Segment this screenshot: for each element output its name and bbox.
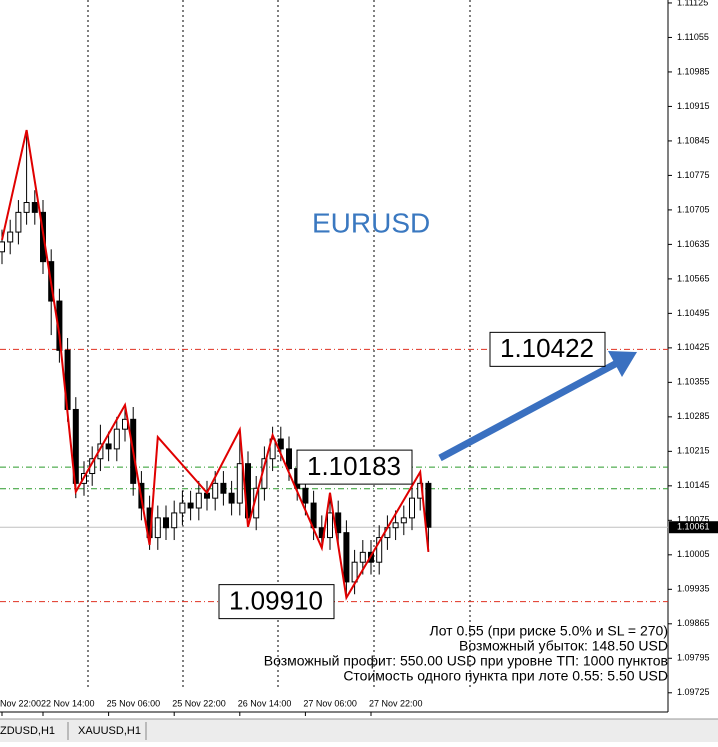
candle-body bbox=[187, 502, 194, 509]
candle-body bbox=[409, 497, 415, 519]
candle-body bbox=[343, 532, 350, 583]
candle-body bbox=[220, 482, 227, 494]
y-tick-label: 1.10705 bbox=[677, 204, 710, 214]
y-tick-label: 1.10915 bbox=[677, 101, 710, 111]
x-tick-label: 22 Nov 14:00 bbox=[41, 698, 95, 708]
candle-body bbox=[105, 443, 112, 450]
y-tick-label: 1.11125 bbox=[677, 0, 708, 7]
candle-body bbox=[15, 211, 22, 233]
candle-body bbox=[23, 202, 30, 213]
y-tick-label: 1.10775 bbox=[677, 170, 710, 180]
candle-body bbox=[31, 202, 38, 213]
info-line: Возможный убыток: 148.50 USD bbox=[459, 638, 668, 654]
x-tick-label: 27 Nov 22:00 bbox=[369, 698, 423, 708]
y-tick-label: 1.10845 bbox=[677, 135, 710, 145]
y-tick-label: 1.10495 bbox=[677, 308, 710, 318]
candle-body bbox=[277, 438, 284, 450]
time-grid bbox=[87, 0, 471, 690]
price-box-label: 1.10183 bbox=[307, 451, 401, 481]
x-tick-label: 27 Nov 06:00 bbox=[303, 698, 357, 708]
candle-body bbox=[400, 517, 407, 524]
candle-body bbox=[228, 492, 235, 504]
tab-bar bbox=[0, 719, 718, 742]
price-box bbox=[296, 449, 413, 485]
x-tick-label: 25 Nov 06:00 bbox=[107, 698, 161, 708]
symbol-tab[interactable]: XAUUSD,H1 bbox=[78, 725, 141, 737]
y-tick-label: 1.10985 bbox=[677, 66, 710, 76]
y-tick-label: 1.10285 bbox=[677, 411, 710, 421]
y-tick-label: 1.10145 bbox=[677, 480, 710, 490]
symbol-title: EURUSD bbox=[312, 207, 430, 238]
candle-body bbox=[163, 517, 169, 529]
candle-body bbox=[327, 512, 333, 539]
x-tick-label: Nov 22:00 bbox=[0, 698, 41, 708]
y-tick-label: 1.10215 bbox=[677, 446, 710, 456]
y-tick-label: 1.11055 bbox=[677, 32, 709, 42]
candle-body bbox=[154, 517, 161, 539]
y-tick-label: 1.10565 bbox=[677, 273, 710, 283]
x-tick-label: 25 Nov 22:00 bbox=[172, 698, 226, 708]
candle-body bbox=[286, 448, 292, 470]
price-box-label: 1.10422 bbox=[500, 333, 594, 363]
x-tick-label: 26 Nov 14:00 bbox=[238, 698, 292, 708]
candle-body bbox=[171, 512, 178, 529]
info-line: Возможный профит: 550.00 USD при уровне … bbox=[264, 653, 668, 669]
symbol-tab[interactable]: ZDUSD,H1 bbox=[0, 725, 55, 737]
arrow-shaft bbox=[438, 359, 619, 462]
price-box bbox=[489, 331, 606, 367]
y-tick-label: 1.10075 bbox=[677, 515, 710, 525]
candle-body bbox=[425, 482, 432, 528]
candle-body bbox=[0, 241, 5, 253]
zigzag-line bbox=[1, 129, 430, 601]
current-price-tag bbox=[669, 521, 718, 534]
y-tick-label: 1.09935 bbox=[677, 584, 710, 594]
candle-body bbox=[376, 537, 383, 563]
candle-body bbox=[122, 418, 128, 430]
y-tick-label: 1.10635 bbox=[677, 239, 710, 249]
y-tick-label: 1.09725 bbox=[677, 687, 710, 697]
price-box-label: 1.09910 bbox=[229, 586, 323, 616]
candle-body bbox=[7, 231, 14, 243]
candle-body bbox=[195, 492, 202, 509]
y-tick-label: 1.09865 bbox=[677, 618, 710, 628]
y-tick-label: 1.10425 bbox=[677, 342, 710, 352]
candle-body bbox=[113, 428, 120, 450]
arrow-head bbox=[608, 351, 637, 377]
candle-body bbox=[269, 438, 276, 460]
current-price-label: 1.10061 bbox=[677, 522, 710, 532]
candle-body bbox=[302, 487, 309, 504]
y-tick-label: 1.10005 bbox=[677, 549, 710, 559]
y-tick-label: 1.10355 bbox=[677, 377, 710, 387]
forecast-arrow bbox=[438, 351, 637, 462]
candle-body bbox=[179, 502, 186, 514]
info-line: Лот 0.55 (при риске 5.0% и SL = 270) bbox=[430, 623, 669, 639]
candle-body bbox=[359, 551, 366, 563]
candle-body bbox=[212, 482, 219, 499]
y-tick-label: 1.09795 bbox=[677, 653, 710, 663]
candle-body bbox=[236, 463, 243, 504]
price-box bbox=[218, 584, 335, 620]
candle-body bbox=[392, 522, 399, 529]
info-line: Стоимость одного пункта при лоте 0.55: 5… bbox=[343, 668, 668, 684]
